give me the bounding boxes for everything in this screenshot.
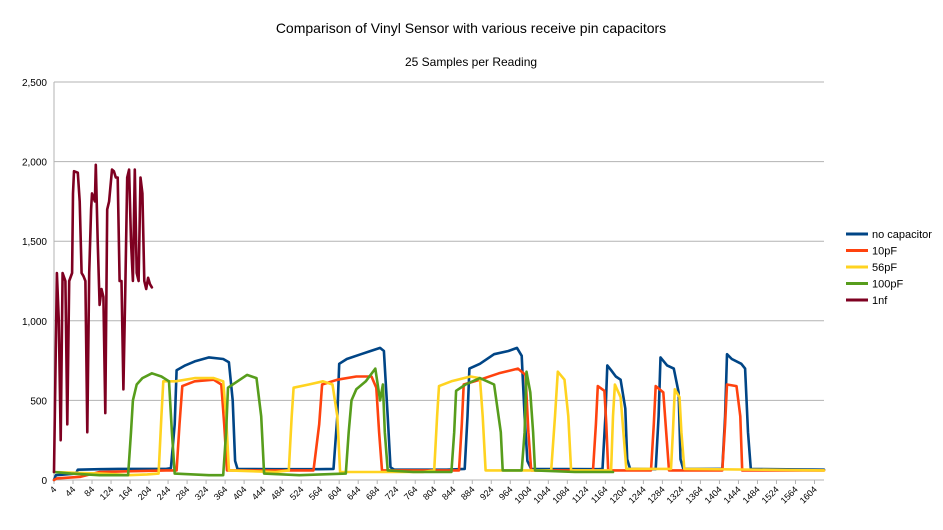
legend: no capacitor 10pF 56pF 100pF 1nf <box>846 229 932 307</box>
legend-label-1: 10pF <box>872 246 897 258</box>
legend-label-2: 56pF <box>872 262 897 274</box>
y-axis: 0 500 1,000 1,500 2,000 2,500 <box>22 78 47 487</box>
chart-title: Comparison of Vinyl Sensor with various … <box>276 20 666 36</box>
x-tick-label: 4 <box>48 484 59 495</box>
series-line-3 <box>52 367 615 477</box>
legend-label-0: no capacitor <box>872 229 932 241</box>
y-tick-label: 2,500 <box>22 78 47 89</box>
series-layer <box>52 163 826 482</box>
legend-label-3: 100pF <box>872 279 903 291</box>
series-line-4 <box>52 163 154 474</box>
y-tick-label: 0 <box>41 476 47 487</box>
series-line-2 <box>52 370 826 477</box>
chart-subtitle: 25 Samples per Reading <box>405 55 537 69</box>
legend-label-4: 1nf <box>872 295 888 307</box>
y-tick-label: 1,000 <box>22 317 47 328</box>
series-line-0 <box>52 346 826 482</box>
y-tick-label: 2,000 <box>22 158 47 169</box>
y-tick-label: 1,500 <box>22 237 47 248</box>
series-line-1 <box>52 367 826 482</box>
y-tick-label: 500 <box>30 396 47 407</box>
